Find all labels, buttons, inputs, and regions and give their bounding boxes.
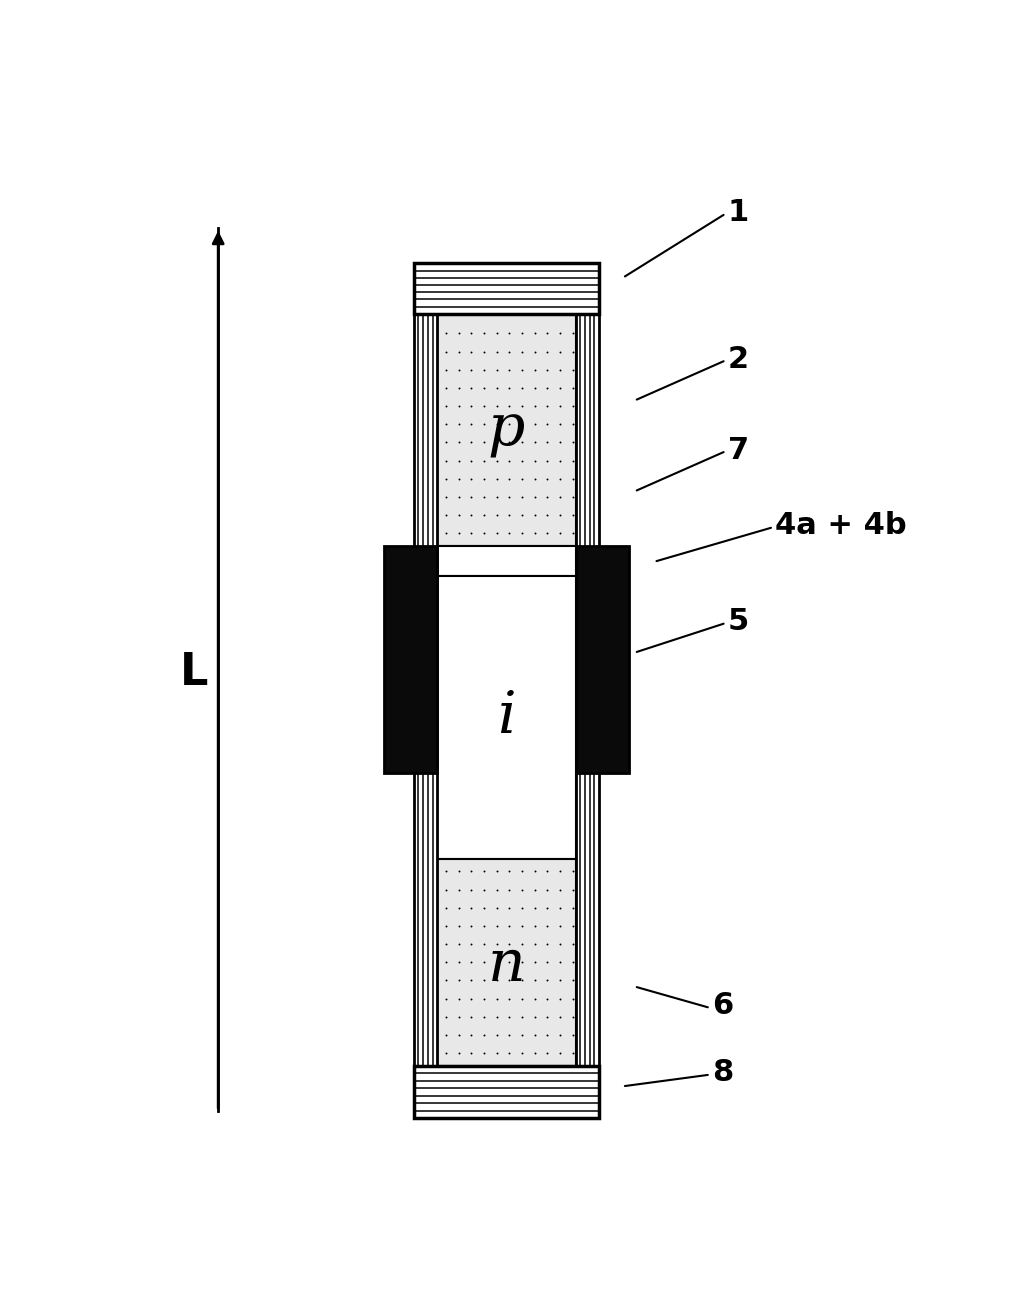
Text: 7: 7	[728, 435, 749, 464]
Bar	[383, 545, 437, 773]
Text: 6: 6	[711, 991, 733, 1020]
Text: 2: 2	[728, 345, 749, 374]
Bar	[414, 1066, 599, 1118]
Bar	[576, 264, 599, 1118]
Bar	[437, 859, 576, 1066]
Bar	[437, 577, 576, 859]
Text: p: p	[488, 401, 525, 458]
Text: 1: 1	[728, 198, 749, 227]
Bar	[414, 264, 599, 313]
Text: 8: 8	[711, 1058, 733, 1087]
Bar	[414, 264, 437, 1118]
Bar	[437, 545, 576, 577]
Bar	[437, 313, 576, 545]
Text: 4a + 4b: 4a + 4b	[774, 511, 907, 540]
Text: L: L	[180, 650, 209, 694]
Text: i: i	[497, 690, 516, 746]
Bar	[576, 545, 630, 773]
Text: n: n	[488, 936, 525, 994]
Text: 5: 5	[728, 607, 749, 636]
